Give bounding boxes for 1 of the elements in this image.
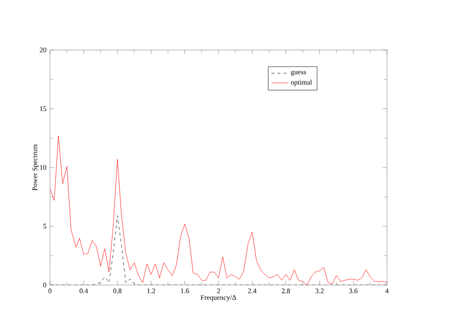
line-series	[50, 215, 388, 285]
